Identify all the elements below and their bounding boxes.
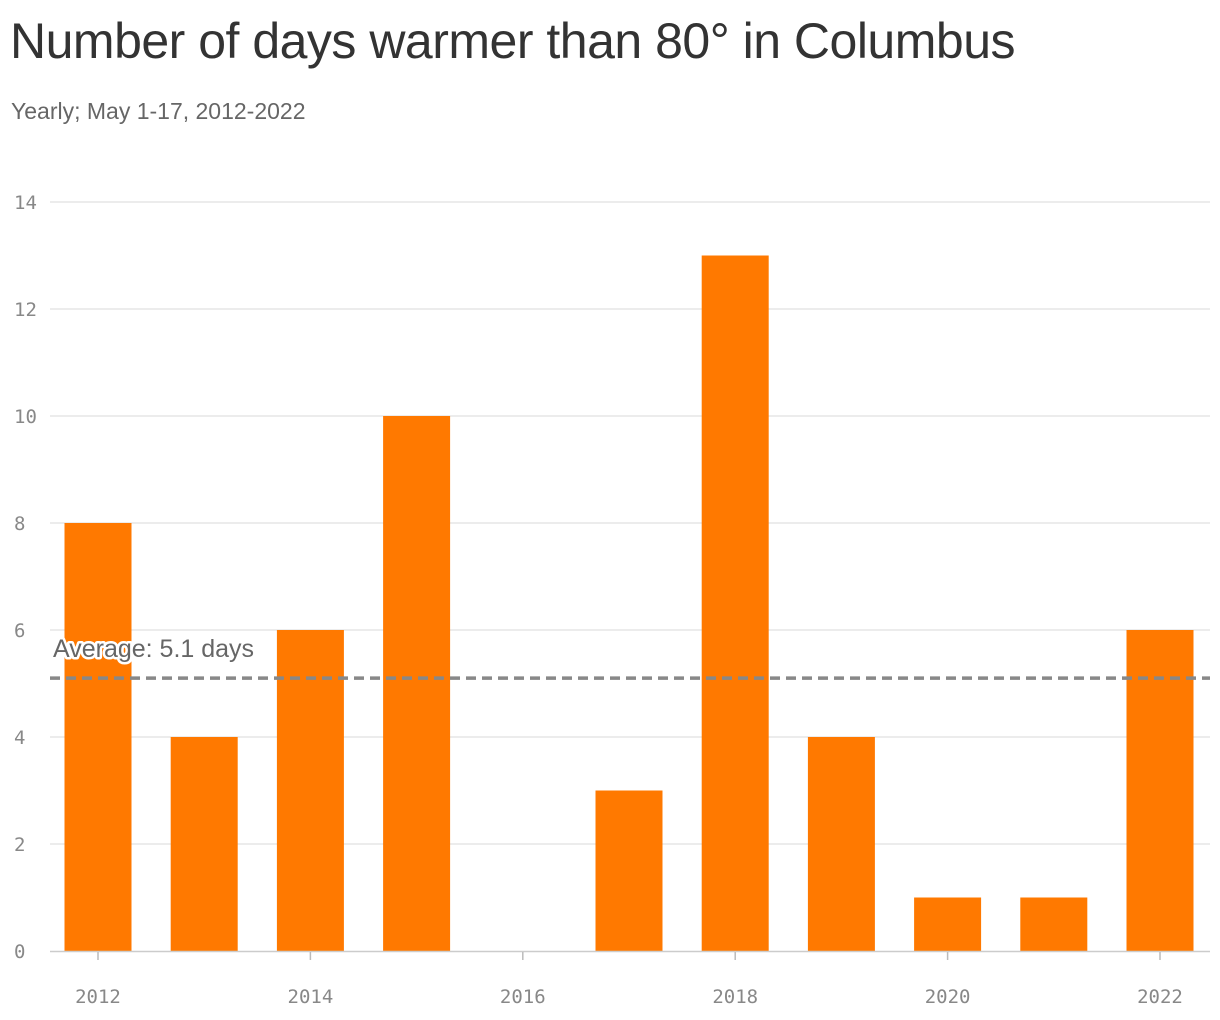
- y-tick-label-14: 14: [14, 192, 37, 214]
- bar-2019: [807, 737, 875, 951]
- y-tick-label-2: 2: [14, 834, 25, 856]
- bar-2017: [595, 790, 663, 951]
- average-annotation: Average: 5.1 days: [50, 633, 1210, 680]
- y-tick-label-12: 12: [14, 299, 37, 321]
- x-tick-label-2018: 2018: [712, 986, 758, 1008]
- axes: 0 2 4 6 8 10 12 14 2012 2014 2016 2018 2020 2022: [14, 192, 1210, 1008]
- average-label: Average: 5.1 days: [53, 635, 254, 663]
- chart-subtitle: Yearly; May 1-17, 2012-2022: [11, 98, 306, 124]
- y-tick-label-6: 6: [14, 620, 25, 642]
- bar-2014: [276, 630, 344, 951]
- x-tick-label-2016: 2016: [500, 986, 546, 1008]
- x-tick-label-2014: 2014: [288, 986, 334, 1008]
- bars: [64, 255, 1194, 951]
- y-tick-label-10: 10: [14, 406, 37, 428]
- chart-title: Number of days warmer than 80° in Columb…: [10, 13, 1016, 69]
- bar-2012: [64, 523, 132, 951]
- x-tick-label-2022: 2022: [1137, 986, 1183, 1008]
- gridlines: [50, 201, 1210, 845]
- bar-2015: [383, 416, 451, 951]
- bar-2013: [170, 737, 238, 951]
- bar-2022: [1126, 630, 1194, 951]
- bar-2021: [1020, 897, 1088, 951]
- y-tick-label-8: 8: [14, 513, 25, 535]
- x-tick-label-2012: 2012: [75, 986, 121, 1008]
- y-tick-label-0: 0: [14, 941, 25, 963]
- bar-2018: [701, 255, 769, 951]
- bar-2020: [914, 897, 982, 951]
- y-tick-label-4: 4: [14, 727, 25, 749]
- x-tick-label-2020: 2020: [925, 986, 971, 1008]
